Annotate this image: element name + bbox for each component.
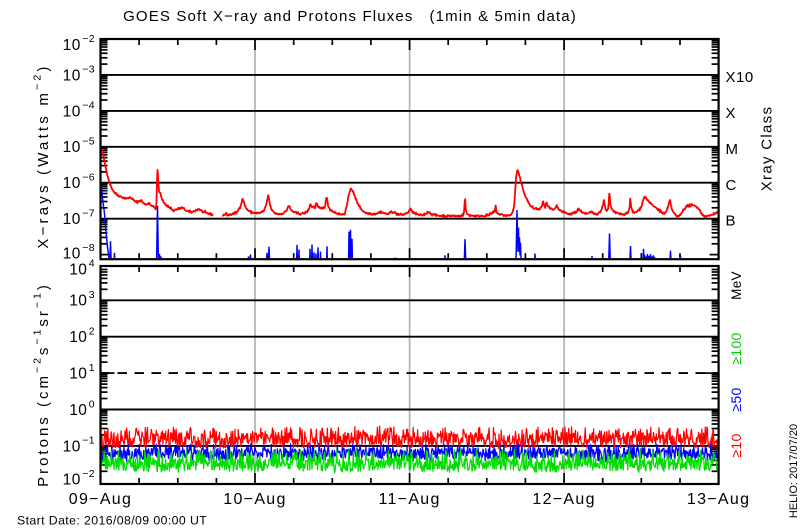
svg-text:HELIO: 2017/07/20: HELIO: 2017/07/20 [788,424,800,518]
svg-text:GOES Soft X−ray and Protons Fl: GOES Soft X−ray and Protons Fluxes (1min… [123,8,577,25]
svg-text:11−Aug: 11−Aug [378,491,440,508]
svg-text:Xray Class: Xray Class [759,106,776,192]
svg-text:MeV: MeV [729,271,744,300]
svg-text:10−Aug: 10−Aug [223,491,286,508]
svg-text:X−rays (Watts m−2): X−rays (Watts m−2) [32,63,52,248]
svg-text:X10: X10 [726,69,754,86]
svg-text:09−Aug: 09−Aug [69,491,132,508]
svg-text:X: X [726,105,737,122]
svg-text:Start Date: 2016/08/09 00:00 U: Start Date: 2016/08/09 00:00 UT [17,514,207,528]
svg-text:M: M [726,141,739,158]
svg-text:≥10: ≥10 [728,433,744,457]
svg-text:12−Aug: 12−Aug [532,491,595,508]
svg-text:≥50: ≥50 [728,387,744,411]
svg-text:B: B [726,213,737,230]
svg-text:Protons (cm−2s−1sr−1): Protons (cm−2s−1sr−1) [32,282,52,487]
svg-text:13−Aug: 13−Aug [687,491,750,508]
svg-text:≥100: ≥100 [728,332,744,364]
svg-text:C: C [726,177,737,194]
